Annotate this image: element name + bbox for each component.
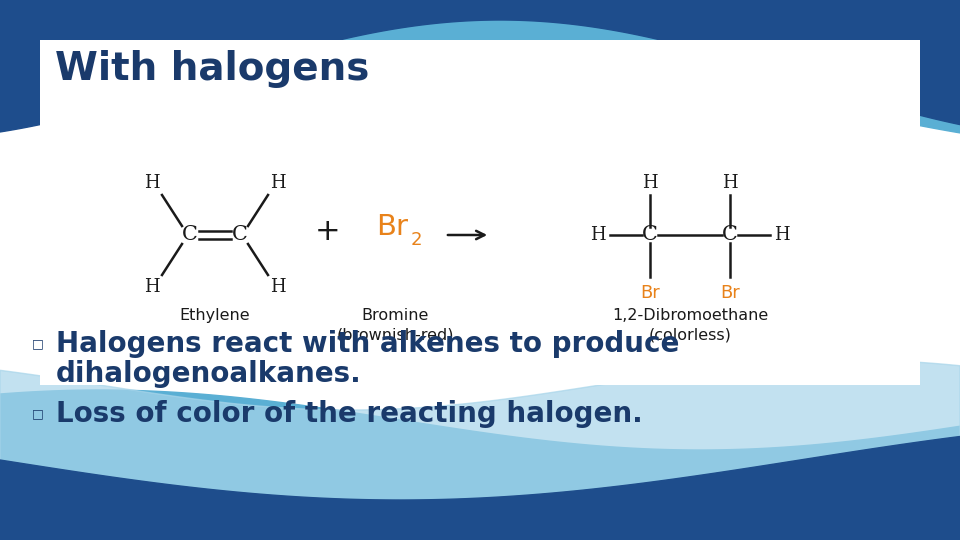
Text: H: H [774,226,790,244]
Text: □: □ [32,338,44,350]
Text: H: H [270,278,286,296]
Text: H: H [144,174,159,192]
Polygon shape [0,436,960,540]
Text: With halogens: With halogens [55,50,370,88]
Text: H: H [144,278,159,296]
Polygon shape [0,0,960,132]
Polygon shape [0,360,960,540]
Polygon shape [0,390,960,540]
Text: +: + [315,217,341,246]
Text: C: C [182,226,198,245]
Text: H: H [590,226,606,244]
Text: Halogens react with alkenes to produce: Halogens react with alkenes to produce [56,330,680,358]
Text: 1,2-Dibromoethane
(colorless): 1,2-Dibromoethane (colorless) [612,308,768,343]
FancyBboxPatch shape [40,40,920,385]
Text: Br: Br [640,284,660,302]
Text: H: H [722,174,738,192]
Text: C: C [232,226,248,245]
Text: Ethylene: Ethylene [180,308,251,323]
Text: dihalogenoalkanes.: dihalogenoalkanes. [56,360,362,388]
Text: C: C [722,226,738,245]
Text: C: C [642,226,658,245]
Text: H: H [642,174,658,192]
Text: Br: Br [376,213,408,241]
Text: H: H [270,174,286,192]
Text: 2: 2 [410,231,421,249]
Text: □: □ [32,408,44,421]
Polygon shape [0,0,960,133]
Text: Br: Br [720,284,740,302]
Text: Bromine
(brownish-red): Bromine (brownish-red) [336,308,454,343]
Text: Loss of color of the reacting halogen.: Loss of color of the reacting halogen. [56,400,643,428]
